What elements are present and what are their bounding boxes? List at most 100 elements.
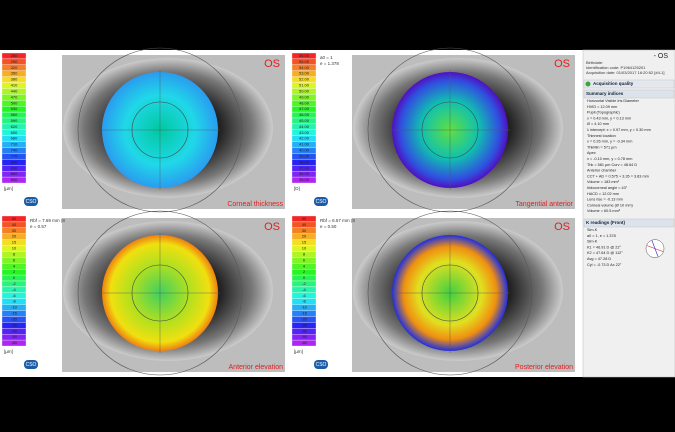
scale-label: -10	[11, 305, 18, 310]
scale-label: 48.00	[299, 100, 310, 105]
logo: CSO	[316, 199, 327, 205]
scale-label: -15	[301, 311, 308, 316]
scale-label: 0	[13, 275, 16, 280]
scale-label: 40	[302, 222, 307, 227]
map-title: Anterior elevation	[229, 364, 284, 371]
scale-label: 40.00	[299, 148, 310, 153]
section-header	[583, 218, 675, 228]
scale-label: 56.00	[299, 53, 310, 58]
eye-label: OS	[264, 58, 280, 70]
scale-label: -60	[11, 340, 18, 345]
section-header	[583, 89, 675, 99]
logo-bg	[24, 360, 38, 369]
scale-label: 38.00	[299, 159, 310, 164]
map-title: Corneal thickness	[227, 201, 283, 208]
section-line: Volume = 183 mm³	[587, 180, 620, 184]
scale-label: 49.00	[299, 94, 310, 99]
scale-label: 890	[11, 177, 18, 182]
scale-label: 44.00	[299, 124, 310, 129]
logo-bg	[314, 197, 328, 206]
map-param: e = 1.378	[320, 61, 339, 66]
section-line: Thk = 581 µm Curv = 48.64 D	[587, 163, 637, 167]
scale-label: 770	[11, 153, 18, 158]
quality-icon	[585, 81, 591, 87]
scale-unit: [µm]	[4, 349, 13, 354]
scale-label: 860	[11, 171, 18, 176]
scale-label: 47.00	[299, 106, 310, 111]
scale-label: 620	[11, 124, 18, 129]
section-line: Ø = 4.10 mm	[587, 122, 609, 126]
patient-name: - OS	[654, 53, 669, 60]
scale-label: 55.00	[299, 59, 310, 64]
section-line: Iridocorneal angle = 43°	[587, 186, 628, 190]
scale-label: -30	[301, 322, 308, 327]
section-heading: Summary indices	[586, 91, 624, 96]
scale-unit: [µm]	[4, 186, 13, 191]
scale-label: 50.00	[299, 88, 310, 93]
scale-label: 52.00	[299, 77, 310, 82]
scale-label: -30	[11, 322, 18, 327]
scale-label: -6	[12, 293, 16, 298]
logo-bg	[24, 197, 38, 206]
scale-label: 10	[302, 246, 307, 251]
section-line: HVID = 12.09 mm	[587, 105, 617, 109]
scale-label: -15	[11, 311, 18, 316]
map-param: e = 0.57	[30, 224, 47, 229]
scale-label: 40	[12, 222, 17, 227]
section-line: HACD = 12.02 mm	[587, 192, 619, 196]
section-line: x = 0.26 mm, y = -0.34 mm	[587, 140, 632, 144]
scale-cell	[291, 339, 317, 347]
scale-label: 36.00	[299, 171, 310, 176]
scale-label: 380	[11, 77, 18, 82]
scale-label: 440	[11, 88, 18, 93]
section-line: Volume = 60.5 mm³	[587, 209, 621, 213]
scale-label: 260	[11, 53, 18, 58]
quality-label: Acquisition quality	[593, 81, 634, 86]
map-param: Rbf = 7.69 mm (8	[30, 218, 65, 223]
scale-label: 830	[11, 165, 18, 170]
scale-label: 30	[302, 228, 307, 233]
patient-info: Birthdate:	[586, 60, 603, 65]
scale-label: -20	[301, 316, 308, 321]
scale-label: -40	[11, 328, 18, 333]
section-line: Pupil (Topographic)	[587, 111, 620, 115]
scale-label: 53.00	[299, 71, 310, 76]
scale-unit: [D]	[294, 186, 300, 191]
scale-label: -50	[11, 334, 18, 339]
section-line: Avg = 47.28 D	[587, 257, 611, 261]
scale-label: 30	[12, 228, 17, 233]
scale-label: 20	[302, 234, 307, 239]
scale-label: 6	[13, 257, 16, 262]
sidebar	[582, 49, 675, 378]
section-line: x = 0.43 mm, y = 0.13 mm	[587, 116, 631, 120]
section-line: Anterior chamber	[587, 169, 617, 173]
scale-label: -2	[12, 281, 16, 286]
scale-label: 41.00	[299, 142, 310, 147]
scale-cell	[291, 176, 317, 184]
eye-label: OS	[554, 58, 570, 70]
section-line: Corneal volume (Ø 10 mm)	[587, 203, 634, 207]
scale-label: 680	[11, 136, 18, 141]
scale-label: 500	[11, 100, 18, 105]
scale-label: 740	[11, 148, 18, 153]
logo: CSO	[316, 362, 327, 368]
scale-label: 6	[303, 257, 306, 262]
scale-cell	[1, 339, 27, 347]
scale-label: 2	[13, 269, 16, 274]
scale-label: 39.00	[299, 153, 310, 158]
quality-bar	[583, 79, 675, 89]
section-line: a0 = 1, e = 1.378	[587, 234, 616, 238]
scale-label: 320	[11, 65, 18, 70]
map-title: Tangential anterior	[515, 201, 573, 208]
scale-unit: [µm]	[294, 349, 303, 354]
section-line: Apex	[587, 151, 596, 155]
patient-info: Acquisition date: 01/03/2017 16:20:52 [#…	[586, 70, 665, 75]
ring	[367, 210, 533, 376]
scale-label: -20	[11, 316, 18, 321]
logo-bg	[314, 360, 328, 369]
scale-label: 50	[302, 216, 307, 221]
scale-label: -10	[301, 305, 308, 310]
section-line: ThkMin = 571 µm	[587, 145, 617, 149]
scale-label: 530	[11, 106, 18, 111]
map-title: Posterior elevation	[515, 364, 573, 371]
